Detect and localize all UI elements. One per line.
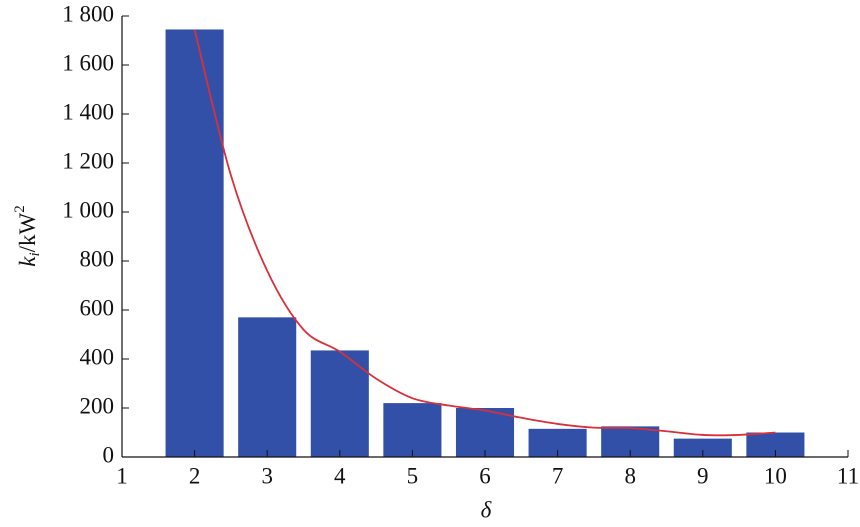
x-tick-label: 5 — [407, 463, 419, 488]
y-tick-label: 800 — [80, 246, 115, 271]
y-tick-label: 0 — [103, 442, 115, 467]
x-tick-label: 1 — [116, 463, 128, 488]
x-tick-label: 3 — [261, 463, 273, 488]
y-label-unit: /kW — [15, 212, 40, 252]
y-axis-label: ki/kW2 — [12, 205, 43, 267]
y-tick-label: 1 600 — [62, 50, 114, 75]
bar — [673, 438, 732, 457]
y-tick-label: 1 200 — [62, 148, 114, 173]
x-tick-label: 8 — [624, 463, 636, 488]
bar — [165, 29, 224, 457]
bar — [310, 350, 369, 457]
y-label-sub: i — [27, 252, 43, 256]
y-tick-label: 400 — [80, 344, 115, 369]
bar — [455, 408, 515, 457]
y-label-base: k — [15, 256, 40, 267]
x-tick-label: 11 — [837, 463, 859, 488]
x-tick-label: 2 — [189, 463, 201, 488]
x-tick-label: 10 — [764, 463, 787, 488]
y-tick-label: 600 — [80, 295, 115, 320]
curve — [193, 29, 776, 437]
y-label-sup: 2 — [12, 205, 28, 213]
x-tick-label: 9 — [697, 463, 709, 488]
bar — [383, 403, 442, 457]
bar — [238, 317, 297, 457]
x-tick-label: 4 — [334, 463, 346, 488]
y-tick-label: 1 400 — [62, 99, 114, 124]
x-axis-label: δ — [481, 497, 492, 522]
y-tick-label: 1 000 — [62, 197, 114, 222]
y-tick-label: 1 800 — [62, 1, 114, 26]
y-tick-label: 200 — [80, 393, 115, 418]
x-tick-label: 6 — [479, 463, 491, 488]
x-tick-label: 7 — [552, 463, 564, 488]
